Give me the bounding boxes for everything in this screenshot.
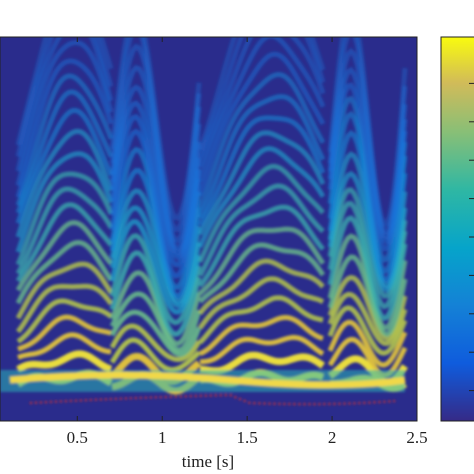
harmonic-band (15, 186, 114, 275)
harmonic-band (327, 274, 408, 342)
harmonic-band (197, 37, 326, 182)
harmonic-band (109, 188, 202, 305)
harmonic-band (15, 171, 114, 266)
x-tick-label: 1.5 (237, 428, 258, 447)
harmonic-band (327, 201, 408, 310)
harmonic-band (15, 107, 114, 224)
harmonic-band (198, 204, 325, 288)
harmonic-band (109, 291, 202, 353)
harmonic-band (198, 226, 326, 296)
harmonic-band (198, 242, 326, 304)
harmonic-band (15, 202, 113, 283)
harmonic-band (109, 233, 202, 326)
harmonic-band (327, 305, 408, 356)
harmonic-band (327, 37, 408, 227)
harmonic-band (15, 37, 114, 172)
low-harmonic (9, 371, 406, 389)
harmonic-band (197, 71, 326, 210)
harmonic-band (109, 250, 202, 337)
harmonic-band (15, 261, 114, 320)
harmonic-band (109, 337, 201, 373)
plot-frame (0, 36, 418, 422)
harmonic-band (17, 314, 112, 352)
harmonic-band (197, 115, 326, 227)
colorbar (440, 36, 474, 422)
spectrogram-image (0, 37, 408, 406)
harmonic-band (198, 258, 325, 315)
harmonic-band (197, 37, 326, 158)
colorbar-ticks (469, 82, 474, 392)
harmonic-band (109, 205, 202, 309)
harmonic-band (15, 37, 114, 157)
harmonic-band (15, 89, 114, 214)
x-axis-label: time [s] (182, 452, 234, 471)
harmonic-band (15, 37, 114, 146)
harmonic-band (197, 145, 326, 248)
harmonic-band (15, 128, 114, 238)
harmonic-band (197, 51, 326, 197)
harmonic-band (109, 323, 202, 363)
harmonic-band (15, 73, 114, 206)
x-tick-label: 2.5 (406, 428, 427, 447)
harmonic-band (197, 130, 326, 236)
harmonic-band (197, 183, 325, 277)
harmonic-band (199, 334, 325, 365)
harmonic-band (15, 239, 114, 305)
harmonic-band (109, 37, 202, 221)
harmonic-band (197, 163, 325, 263)
harmonic-band (197, 37, 326, 151)
harmonic-band (15, 58, 114, 198)
harmonic-band (15, 220, 113, 292)
harmonic-band (15, 151, 114, 253)
harmonic-band (327, 291, 408, 347)
harmonic-band (327, 319, 408, 368)
harmonic-band (109, 270, 202, 347)
x-tick-label: 0.5 (67, 428, 88, 447)
harmonic-band (198, 276, 325, 330)
harmonic-band (197, 94, 326, 219)
x-tick-label: 1 (158, 428, 167, 447)
harmonic-band (15, 40, 114, 187)
harmonic-band (199, 315, 324, 356)
harmonic-band (16, 350, 113, 373)
harmonic-band (16, 283, 114, 334)
pitch-track (29, 393, 396, 406)
harmonic-band (197, 37, 326, 168)
harmonic-band (16, 298, 113, 344)
x-tick-label: 2 (328, 428, 337, 447)
harmonic-band (109, 219, 202, 315)
harmonic-band (109, 309, 202, 357)
harmonic-band (17, 332, 112, 360)
harmonic-band (198, 295, 324, 345)
